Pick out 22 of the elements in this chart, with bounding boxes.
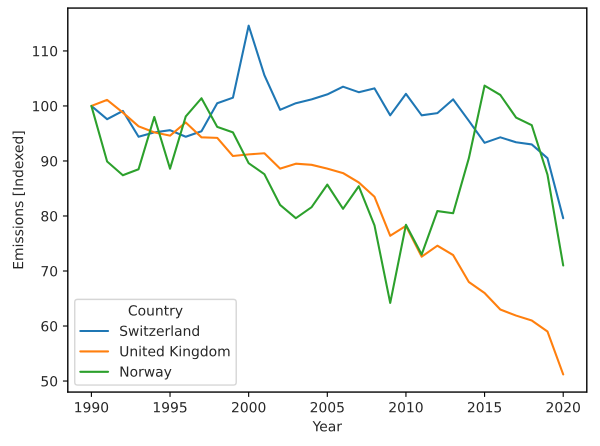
x-tick-label: 2010 (389, 402, 423, 413)
legend-label: United Kingdom (120, 346, 230, 360)
y-tick-label: 70 (42, 266, 58, 276)
x-tick-label: 2000 (232, 402, 266, 413)
y-axis-title: Emissions [Indexed] (12, 132, 25, 268)
x-tick-label: 1995 (154, 402, 186, 413)
x-tick-label: 1990 (75, 402, 108, 413)
line-series (90, 24, 564, 220)
legend-label: Norway (120, 366, 172, 380)
legend-title: Country (128, 305, 183, 318)
y-tick-label: 80 (41, 210, 58, 222)
x-axis-title: Year (312, 421, 342, 432)
y-tick-label: 90 (41, 156, 58, 166)
y-tick-label: 100 (33, 100, 58, 112)
x-tick-label: 2005 (310, 402, 344, 413)
y-tick-label: 50 (41, 376, 58, 387)
line-series (90, 84, 564, 304)
y-tick-label: 60 (41, 320, 58, 332)
legend-label: Switzerland (120, 325, 199, 336)
x-tick-label: 2020 (546, 402, 580, 413)
x-tick-label: 2015 (468, 402, 502, 413)
y-tick-label: 110 (33, 46, 58, 56)
